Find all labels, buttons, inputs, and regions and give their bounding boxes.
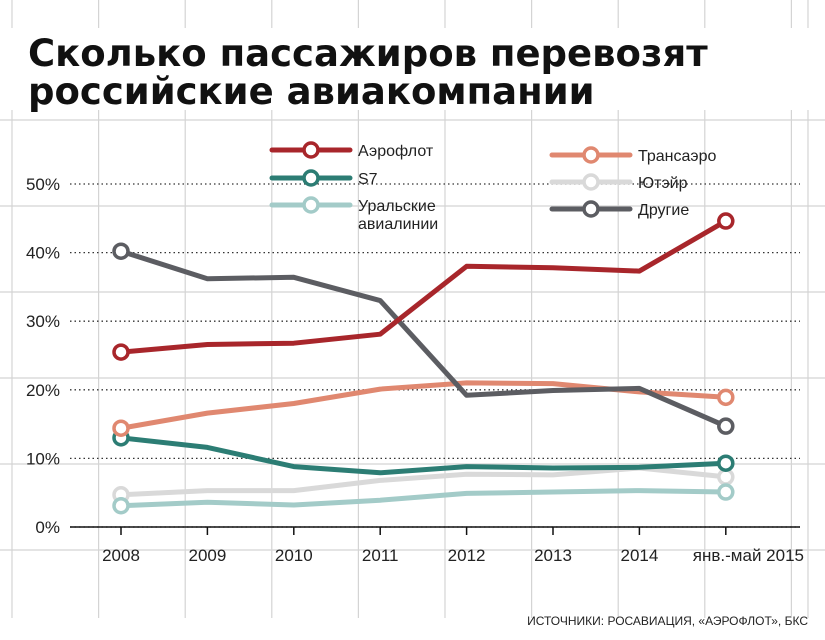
y-tick-label: 30% [26, 312, 60, 331]
title-line-2: российские авиакомпании [28, 70, 595, 113]
series-line [118, 488, 729, 509]
chart-title: Сколько пассажиров перевозят российские … [10, 28, 815, 113]
series-endpoint-marker [112, 496, 130, 515]
x-tick-label: 2008 [102, 546, 140, 565]
x-axis: 2008 2009 2010 2011 2012 2013 2014 янв.-май 201… [70, 526, 804, 565]
legend-label: авиалинии [358, 216, 438, 233]
series-endpoint-marker [717, 454, 735, 472]
legend-item: Ютэйр [549, 173, 688, 192]
series-endpoint-marker [717, 212, 735, 230]
x-tick-label: 2013 [534, 546, 572, 565]
series-endpoint-marker [717, 388, 735, 407]
legend-item: Другие [549, 200, 689, 219]
series-line [118, 218, 729, 355]
series-endpoint-marker [717, 417, 735, 435]
y-axis-tick-labels: 0% 10% 20% 30% 40% 50% [26, 175, 60, 537]
y-tick-label: 20% [26, 381, 60, 400]
series-lines [112, 212, 735, 515]
y-tick-label: 10% [26, 449, 60, 468]
source-note: ИСТОЧНИКИ: РОСАВИАЦИЯ, «АЭРОФЛОТ», БКС [527, 614, 808, 628]
series-endpoint-marker [112, 419, 130, 437]
legend-label: S7 [358, 171, 378, 188]
legend-swatch-marker [582, 146, 600, 164]
legend-label: Ютэйр [638, 175, 688, 192]
y-tick-label: 50% [26, 175, 60, 194]
series-2 [112, 429, 735, 476]
legend-label: Трансаэро [638, 148, 716, 165]
legend-item: Трансаэро [549, 146, 716, 165]
series-endpoint-marker [112, 242, 130, 260]
legend-item: Аэрофлот [269, 141, 434, 160]
x-tick-label: 2009 [188, 546, 226, 565]
title-backdrop [10, 28, 815, 110]
y-tick-label: 0% [35, 518, 60, 537]
x-tick-label: 2011 [362, 546, 399, 565]
legend-item: S7 [269, 169, 378, 188]
legend-label: Уральские [358, 198, 436, 215]
series-endpoint-marker [112, 343, 130, 361]
legend-label: Другие [638, 202, 689, 219]
legend-swatch-marker [302, 169, 320, 187]
series-3 [112, 483, 735, 515]
legend-swatch-marker [582, 200, 600, 218]
series-line [118, 248, 729, 429]
x-tick-label: 2014 [620, 546, 658, 565]
legend-label: Аэрофлот [358, 143, 434, 160]
series-6 [112, 242, 735, 435]
legend-swatch-marker [302, 141, 320, 159]
series-endpoint-marker [717, 468, 735, 486]
series-endpoint-marker [717, 483, 735, 501]
series-1 [112, 212, 735, 361]
x-tick-label: 2010 [275, 546, 313, 565]
legend-swatch-marker [582, 173, 600, 191]
x-tick-label: 2012 [448, 546, 486, 565]
x-tick-label: янв.-май 2015 [693, 546, 804, 565]
series-line [118, 435, 729, 476]
title-line-1: Сколько пассажиров перевозят [28, 32, 708, 75]
y-tick-label: 40% [26, 244, 60, 263]
legend-swatch-marker [302, 196, 320, 214]
